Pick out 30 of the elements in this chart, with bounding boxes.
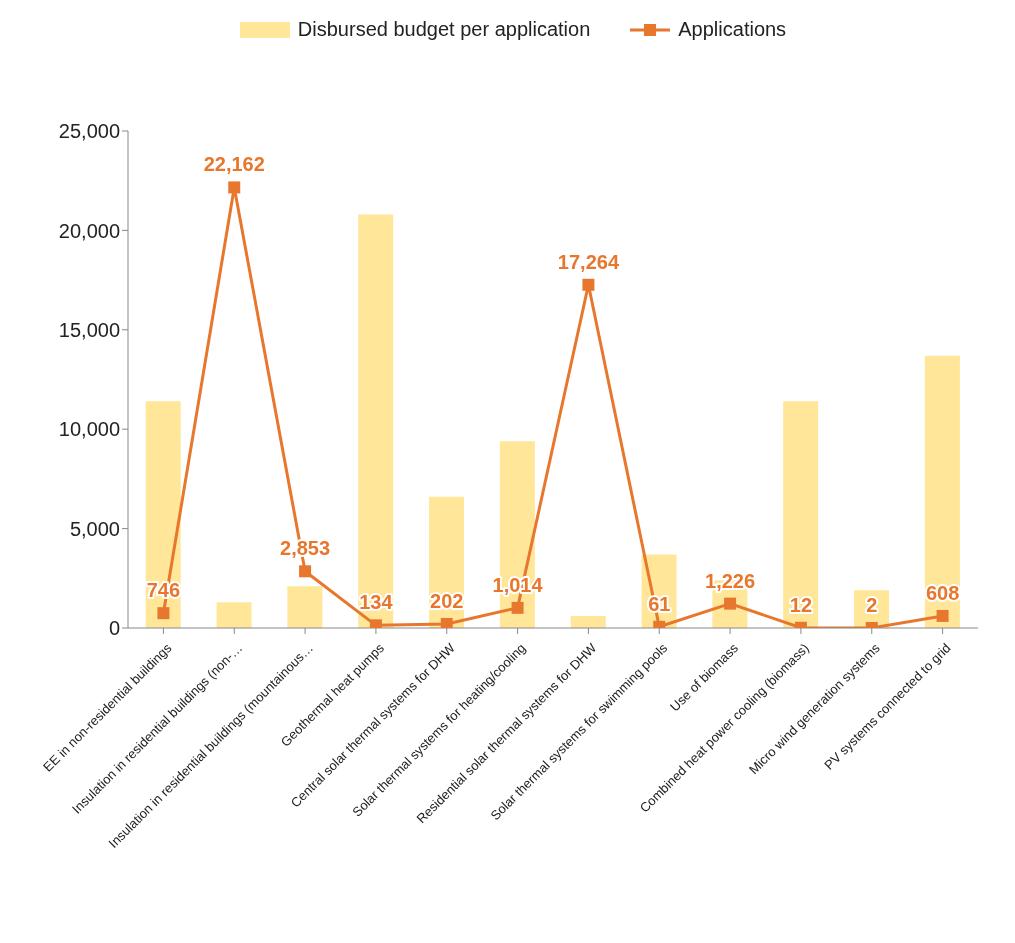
y-tick-label: 20,000 xyxy=(58,219,120,242)
y-tick-label: 10,000 xyxy=(58,418,120,441)
y-tick-label: 5,000 xyxy=(69,517,120,540)
bar xyxy=(570,616,606,628)
bar xyxy=(924,355,960,628)
point xyxy=(511,601,524,614)
point xyxy=(936,609,949,622)
point xyxy=(228,181,241,194)
data-label: 1,226 xyxy=(705,569,756,592)
bar xyxy=(145,401,181,628)
point xyxy=(440,617,453,628)
data-label: 17,264 xyxy=(557,250,620,273)
data-label: 202 xyxy=(430,589,464,612)
y-tick-label: 0 xyxy=(108,617,120,640)
bar xyxy=(287,586,323,628)
legend-label: Applications xyxy=(678,18,787,41)
data-label: 2 xyxy=(866,593,878,616)
point xyxy=(157,607,170,620)
bar xyxy=(358,214,394,628)
point xyxy=(582,278,595,291)
y-tick-label: 15,000 xyxy=(58,318,120,341)
point xyxy=(299,565,312,578)
data-label: 12 xyxy=(789,593,813,616)
legend-label: Disbursed budget per application xyxy=(297,18,591,41)
data-label: 22,162 xyxy=(203,153,265,176)
bar xyxy=(216,602,252,628)
bar xyxy=(783,401,819,628)
data-label: 608 xyxy=(925,581,960,604)
y-tick-label: 25,000 xyxy=(58,120,120,143)
data-label: 134 xyxy=(359,591,394,614)
